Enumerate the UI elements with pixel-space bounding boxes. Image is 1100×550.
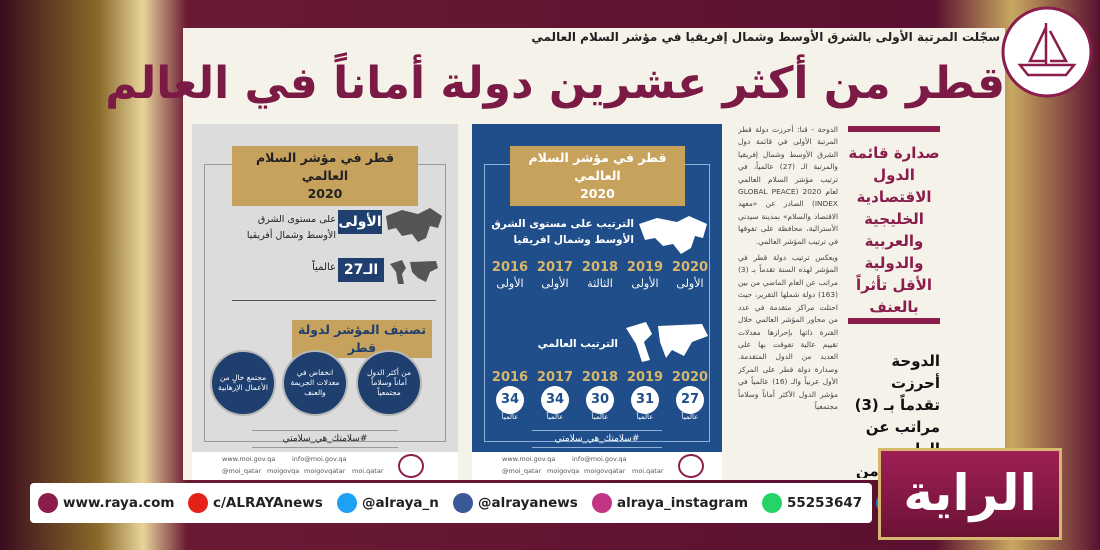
rank-badge: الـ27: [338, 258, 384, 282]
rank-label: عالمياً: [681, 413, 699, 421]
year: 2020: [671, 370, 709, 385]
highlight: صدارة قائمة الدول الاقتصادية الخليجية وا…: [848, 144, 940, 316]
social-text: 55253647: [787, 495, 863, 511]
year: 2020: [307, 186, 343, 201]
year: 2020: [580, 186, 615, 201]
title: قطر في مؤشر السلام العالمي: [528, 150, 667, 183]
year: 2019: [626, 370, 664, 385]
contact: moigovqa: [267, 467, 300, 475]
social-link[interactable]: c/ALRAYAnews: [188, 493, 323, 513]
social-text: alraya_instagram: [617, 495, 749, 511]
contact: @moi_qatar: [502, 467, 542, 475]
point: انخفاض في معدلات الجريمة والعنف: [282, 350, 348, 416]
rank-label: عالمياً: [501, 413, 519, 421]
map: [626, 322, 708, 362]
contact: moigovqa: [547, 467, 580, 475]
year: 2017: [536, 370, 574, 385]
contact-strip: www.moi.gov.qa info@moi.gov.qa @moi_qatar m…: [192, 452, 458, 480]
social-bar: www.raya.com c/ALRAYAnews @alraya_n @alraya…: [30, 483, 976, 523]
paragraph: ويعكس ترتيب دولة قطر في المؤشر لهذه السن…: [738, 253, 838, 411]
title-banner: قطر في مؤشر السلام العالمي 2020: [510, 146, 685, 206]
contact: www.moi.gov.qa: [502, 455, 556, 463]
social-text: www.raya.com: [63, 495, 175, 511]
year: 2018: [581, 370, 619, 385]
contact-strip: www.moi.gov.qa info@moi.gov.qa @moi_qatar m…: [472, 452, 722, 480]
ornament: [848, 126, 940, 132]
rank-badge: الأولى: [338, 210, 382, 234]
rank-label: عالمياً: [636, 413, 654, 421]
rank-label: عالمياً: [591, 413, 609, 421]
headline: قطر من أكثر عشرين دولة أماناً في العالم: [105, 58, 1006, 109]
map: [639, 216, 707, 254]
brand-logo: الراية: [878, 448, 1062, 540]
social-link[interactable]: 55253647: [762, 493, 862, 513]
year: 2017: [536, 260, 574, 275]
year: 2019: [626, 260, 664, 275]
social-text: @alraya_n: [362, 495, 439, 511]
year: 2018: [581, 260, 619, 275]
social-link[interactable]: www.raya.com: [38, 493, 174, 513]
rank: 31: [631, 386, 659, 414]
divider: [232, 300, 436, 301]
social-text: @alrayanews: [478, 495, 578, 511]
rank: 34: [496, 386, 524, 414]
contact: moi.qatar: [352, 467, 384, 475]
rank: 27: [676, 386, 704, 414]
social-icon: [38, 493, 58, 513]
world-title: الترتيب العالمي: [537, 338, 618, 350]
contact: www.moi.gov.qa: [222, 455, 276, 463]
paragraph: الدوحة - قنا: أحرزت دولة قطر المرتبة الأ…: [738, 125, 838, 246]
contact: info@moi.gov.qa: [292, 455, 347, 463]
rank-label: عالمياً: [546, 413, 564, 421]
rank: الثالثة: [587, 277, 613, 290]
rank-desc: عالمياً: [312, 262, 336, 273]
year: 2020: [671, 260, 709, 275]
rank: الأولى: [496, 277, 524, 290]
social-icon: [188, 493, 208, 513]
contact: @moi_qatar: [222, 467, 262, 475]
point: من أكثر الدول أماناً وسلاماً مجتمعياً: [356, 350, 422, 416]
contact: info@moi.gov.qa: [572, 455, 627, 463]
article: الدوحة - قنا: أحرزت دولة قطر المرتبة الأ…: [738, 124, 838, 480]
emblem: [1001, 6, 1093, 98]
rank: الأولى: [541, 277, 569, 290]
rank: 34: [541, 386, 569, 414]
social-text: c/ALRAYAnews: [213, 495, 323, 511]
social-link[interactable]: @alrayanews: [453, 493, 578, 513]
emblem: [678, 454, 704, 478]
social-icon: [592, 493, 612, 513]
emblem: [398, 454, 424, 478]
point: مجتمع خالٍ من الأعمال الإرهابية: [210, 350, 276, 416]
title: قطر في مؤشر السلام العالمي: [255, 150, 395, 183]
contact: moigovqatar: [304, 467, 346, 475]
year: 2016: [491, 370, 529, 385]
kicker: سجّلت المرتبة الأولى بالشرق الأوسط وشمال…: [531, 30, 1000, 44]
map: [386, 208, 442, 242]
social-link[interactable]: @alraya_n: [337, 493, 439, 513]
social-icon: [762, 493, 782, 513]
rank: 30: [586, 386, 614, 414]
hashtag: #سلامتك_هي_سلامتي: [532, 430, 662, 448]
infographic-gray: قطر في مؤشر السلام العالمي 2020 الأولى ع…: [192, 124, 458, 480]
contact: moi.qatar: [632, 467, 664, 475]
title-banner: قطر في مؤشر السلام العالمي 2020: [232, 146, 418, 206]
map: [390, 260, 438, 284]
rank: الأولى: [631, 277, 659, 290]
social-icon: [453, 493, 473, 513]
infographic-blue: قطر في مؤشر السلام العالمي 2020 الترتيب …: [472, 124, 722, 480]
contact: moigovqatar: [584, 467, 626, 475]
year: 2016: [491, 260, 529, 275]
social-link[interactable]: alraya_instagram: [592, 493, 748, 513]
index-title: تصنيف المؤشر لدولة قطر: [292, 320, 432, 358]
social-icon: [337, 493, 357, 513]
rank: الأولى: [676, 277, 704, 290]
rank-desc: على مستوى الشرق الأوسط وشمال أفريقيا: [246, 214, 336, 241]
hashtag: #سلامتك_هي_سلامتي: [252, 430, 398, 448]
regional-title: الترتيب على مستوى الشرق الأوسط وشمال افر…: [491, 218, 634, 246]
ornament: [848, 318, 940, 324]
